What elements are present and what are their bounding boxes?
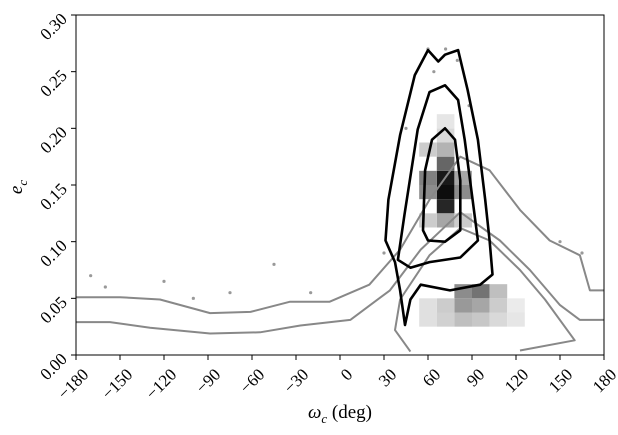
y-label-symbol: e — [6, 186, 27, 194]
x-tick-label: 0 — [337, 365, 356, 384]
contour-line — [76, 155, 604, 315]
density-cell — [454, 298, 472, 313]
contour-line — [396, 84, 480, 269]
plot-area — [76, 47, 604, 353]
sample-point — [444, 47, 448, 51]
density-cell — [419, 213, 437, 228]
y-tick-label: 0.25 — [36, 66, 70, 100]
y-label-sub: c — [15, 180, 30, 186]
density-cell — [436, 213, 455, 228]
density-cell — [436, 312, 455, 327]
y-tick-label: 0.15 — [36, 179, 70, 213]
density-cell — [472, 298, 490, 313]
density-cell — [436, 199, 455, 214]
contour-line — [394, 227, 576, 353]
y-axis-label: ec — [6, 180, 30, 194]
x-label-symbol: ω — [308, 402, 321, 423]
y-tick-label: 0.20 — [36, 123, 70, 157]
sample-point — [432, 70, 436, 74]
density-cell — [419, 170, 437, 185]
sample-point — [272, 262, 276, 266]
density-cell — [454, 185, 472, 200]
density-cell — [436, 298, 455, 313]
density-cell — [472, 284, 490, 299]
x-tick-label: −150 — [98, 365, 136, 403]
x-tick-label: 60 — [419, 365, 444, 390]
x-tick-label: 30 — [375, 365, 400, 390]
sample-point — [162, 279, 166, 283]
density-cell — [419, 298, 437, 313]
density-cell — [472, 312, 490, 327]
x-tick-label: −60 — [236, 365, 268, 397]
x-axis-label: ωc (deg) — [308, 402, 372, 426]
sample-point — [191, 296, 195, 300]
sample-point — [580, 251, 584, 255]
sample-point — [455, 58, 459, 62]
density-cell — [436, 114, 455, 129]
x-tick-label: −90 — [192, 365, 224, 397]
sample-point — [309, 291, 313, 295]
density-cell — [419, 312, 437, 327]
x-label-unit: (deg) — [327, 402, 372, 423]
x-tick-label: 150 — [545, 365, 576, 396]
contour-line — [421, 127, 462, 243]
density-cell — [419, 142, 437, 157]
density-cell — [489, 312, 508, 327]
contour-line — [384, 48, 494, 327]
density-cell — [507, 298, 525, 313]
x-label-sub: c — [321, 411, 327, 426]
sample-point — [103, 285, 107, 289]
density-cell — [436, 156, 455, 171]
x-tick-label: 180 — [589, 365, 618, 396]
y-tick-label: 0.05 — [36, 293, 70, 327]
density-cell — [436, 142, 455, 157]
sample-point — [228, 291, 232, 295]
x-tick-label: 90 — [463, 365, 488, 390]
density-cell — [489, 284, 508, 299]
contour-line — [76, 211, 604, 335]
density-cell — [489, 298, 508, 313]
sample-point — [404, 126, 408, 130]
x-tick-label: 120 — [501, 365, 532, 396]
x-tick-label: −120 — [142, 365, 180, 403]
x-tick-label: −30 — [280, 365, 312, 397]
density-cell — [454, 312, 472, 327]
sample-point — [558, 240, 562, 244]
density-cell — [436, 185, 455, 200]
density-cell — [507, 312, 525, 327]
sample-point — [89, 274, 93, 278]
y-tick-label: 0.30 — [36, 9, 70, 43]
sample-point — [382, 251, 386, 255]
y-tick-label: 0.10 — [36, 236, 70, 270]
